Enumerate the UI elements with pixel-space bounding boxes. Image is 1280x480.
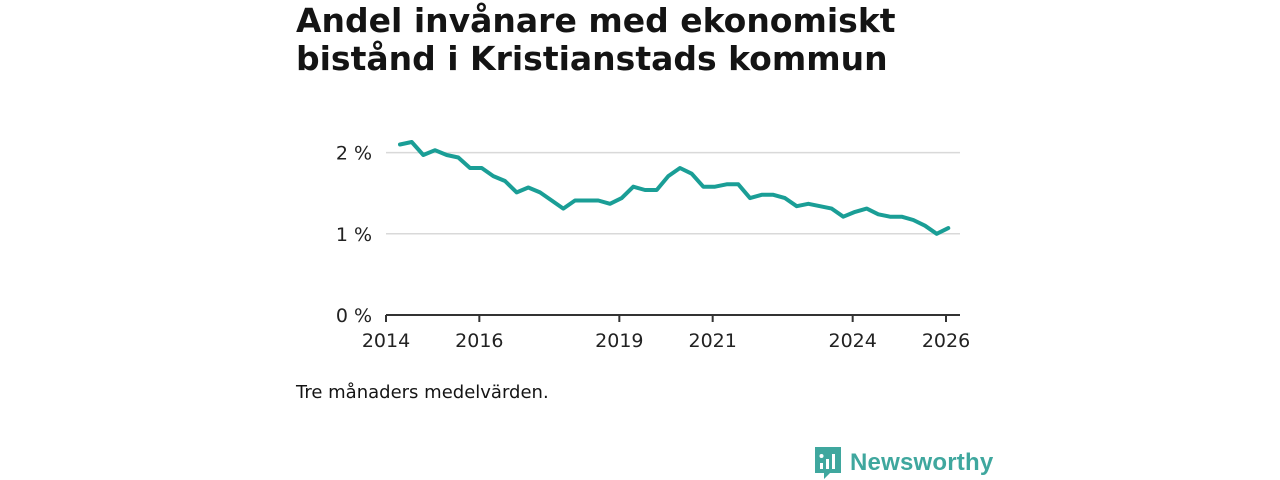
newsworthy-logo-icon [815, 447, 841, 479]
chart-title-line-1: Andel invånare med ekonomiskt [296, 1, 896, 40]
newsworthy-brand[interactable]: Newsworthy [814, 446, 993, 480]
y-tick-label-2: 2 % [336, 143, 372, 165]
x-tick-label-2016: 2016 [455, 330, 503, 352]
series-line-0 [398, 140, 951, 236]
y-tick-label-1: 1 % [336, 224, 372, 246]
chart-title: Andel invånare med ekonomiskt bistånd i … [296, 2, 996, 78]
chart-title-line-2: bistånd i Kristianstads kommun [296, 39, 888, 78]
y-tick-label-0: 0 % [336, 305, 372, 327]
series-layer [398, 140, 951, 236]
grid-lines [386, 151, 960, 235]
y-axis-tick-labels: 0 % 1 % 2 % [336, 143, 372, 327]
x-axis [385, 314, 960, 322]
x-tick-label-2024: 2024 [828, 330, 876, 352]
x-tick-label-2014: 2014 [362, 330, 410, 352]
x-tick-label-2021: 2021 [688, 330, 736, 352]
chart-note: Tre månaders medelvärden. [296, 382, 549, 403]
x-tick-label-2019: 2019 [595, 330, 643, 352]
x-tick-label-2026: 2026 [922, 330, 970, 352]
brand-name: Newsworthy [850, 449, 994, 476]
x-axis-tick-labels: 2014 2016 2019 2021 2024 2026 [362, 330, 970, 352]
